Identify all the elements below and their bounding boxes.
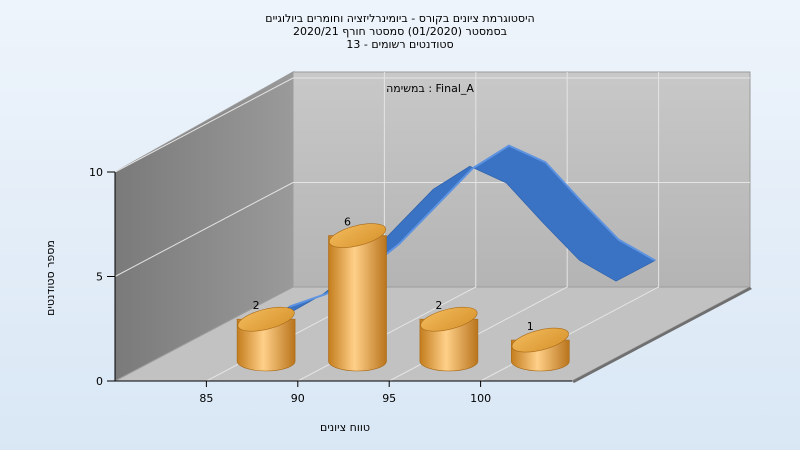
bar-body [236,318,296,372]
axes: 0 5 10 85 90 95 100 [89,166,572,405]
grid-line-h [114,77,750,173]
x-tick-label: 95 [382,392,396,405]
y-tick-label: 10 [89,166,103,179]
bar: 1 [511,320,570,372]
y-axis-title: מספר סטודנטים [44,240,57,316]
bar-top [328,223,387,248]
x-axis-title: טווח ציונים [320,421,370,434]
x-tick-label: 100 [470,392,491,405]
bar-body [419,318,479,372]
bar-top [511,327,569,353]
x-tick-label: 90 [291,392,305,405]
title-line-3: סטודנטים רשומים - 13 [346,38,454,51]
chart-title: היסטוגרמת ציונים בקורס - ביומינרליזציה ו… [0,12,800,51]
y-tick-label: 5 [96,271,103,284]
bars-layer: 2 6 2 1 [236,216,570,372]
floor-front-edge [572,287,752,383]
wall-top-edge [115,70,296,172]
title-line-1: היסטוגרמת ציונים בקורס - ביומינרליזציה ו… [265,12,535,25]
bar: 6 [328,216,387,372]
bar-value-label: 1 [527,320,534,333]
title-line-2: בסמסטר (01/2020) סמסטר חורף 2020/21 [293,25,507,38]
bar-value-label: 2 [253,299,260,312]
bar: 2 [419,299,479,372]
bar-value-label: 6 [344,216,351,229]
chart-annotation: במשימה : Final_A [386,82,474,95]
bar: 2 [236,299,296,372]
bar-body [328,235,387,372]
grid-line-h [114,182,750,277]
y-tick-label: 0 [96,375,103,388]
bar-value-label: 2 [435,299,442,312]
bar-top [237,306,295,332]
bar-top [420,306,478,332]
x-tick-label: 85 [199,392,213,405]
